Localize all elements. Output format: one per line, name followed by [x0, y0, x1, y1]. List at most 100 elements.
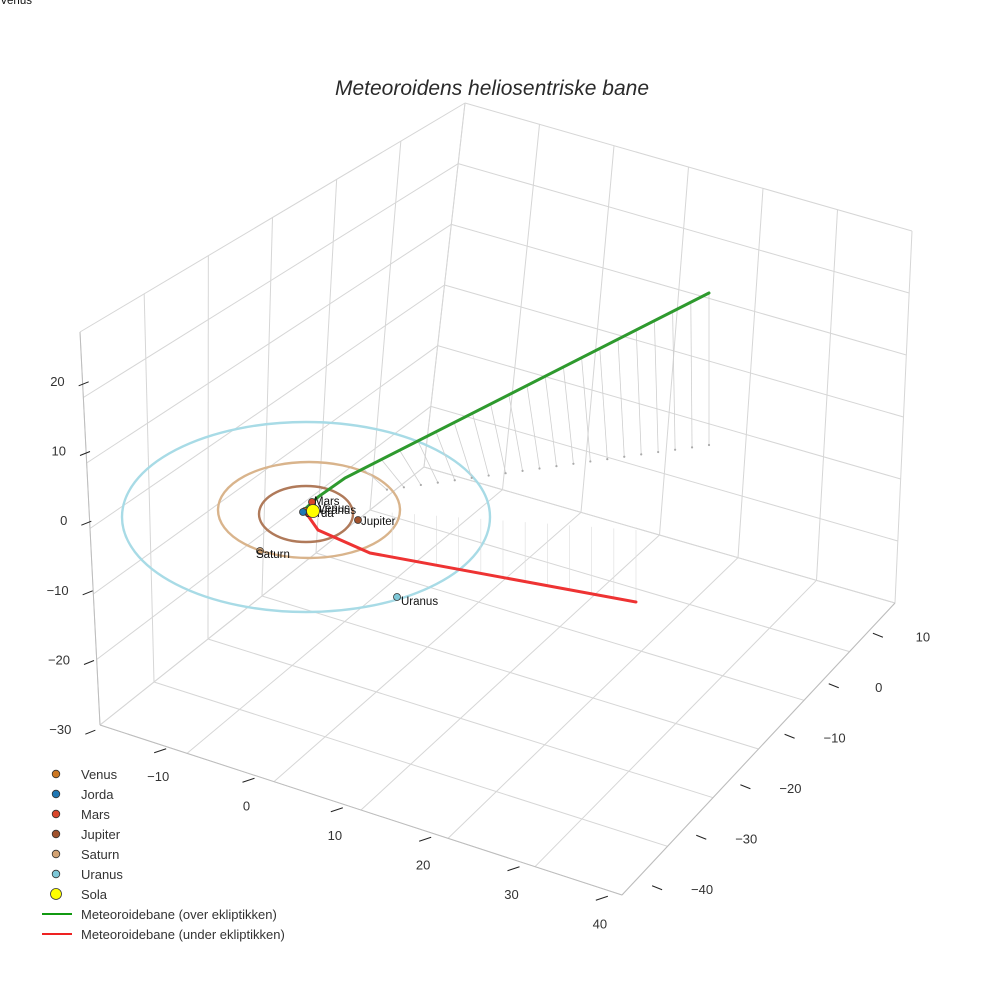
wall-grid-line	[451, 223, 907, 356]
wall-grid-line	[86, 223, 452, 464]
x-tick-label: 40	[593, 916, 607, 931]
orbit-layer	[120, 420, 492, 614]
z-axis-line	[79, 331, 101, 726]
projection-point	[572, 462, 575, 465]
z-tick-mark	[85, 729, 96, 735]
y-tick-mark	[784, 733, 795, 739]
planet-saturn-label: Saturn	[256, 549, 290, 561]
wall-grid-line	[458, 163, 910, 294]
x-tick-mark	[330, 807, 343, 813]
floor-grid-line	[261, 595, 759, 750]
x-tick-mark	[419, 836, 432, 842]
legend-label: Sola	[81, 887, 108, 902]
legend-label: Jupiter	[81, 827, 121, 842]
drop-line	[453, 422, 473, 479]
wall-grid-line	[369, 141, 402, 511]
planet-saturn-marker	[256, 547, 264, 555]
x-tick-mark	[154, 748, 167, 754]
wall-grid-line	[464, 102, 913, 232]
drop-line	[381, 459, 405, 488]
projection-point	[657, 450, 660, 454]
y-tick-mark	[872, 632, 884, 638]
legend-marker-swatch	[51, 869, 61, 879]
y-tick-label: 10	[916, 629, 930, 644]
y-tick-mark	[696, 834, 707, 840]
z-tick-label: −20	[48, 653, 70, 668]
tick-labels: −10 0 10 20 30 40 −40 −30 −20 −10 0 10 20 10 0 −10 −20 −3…	[47, 374, 931, 931]
z-tick-label: 20	[50, 374, 64, 389]
drop-line	[654, 320, 659, 453]
legend-marker-swatch	[51, 789, 61, 799]
drop-line	[563, 366, 574, 464]
legend-item[interactable]: Meteoroidebane (over ekliptikken)	[42, 907, 277, 922]
drop-lines	[362, 293, 711, 602]
legend-item[interactable]: Mars	[51, 807, 110, 822]
floor-grid-line	[369, 509, 850, 653]
wall-grid-line	[89, 284, 445, 529]
planet-sola-marker	[306, 504, 320, 518]
y-tick-mark	[828, 683, 839, 689]
wall-grid-line	[79, 102, 466, 333]
planet-mars-label: Mars	[314, 496, 340, 508]
grid-layer	[79, 102, 913, 896]
legend-item[interactable]: Jorda	[51, 787, 114, 802]
orbit-saturn	[216, 460, 402, 560]
planet-label-overlap: Uranus	[319, 505, 356, 517]
drop-line	[617, 339, 625, 457]
drop-line	[581, 357, 591, 462]
x-axis-line	[99, 724, 623, 896]
projection-point	[640, 453, 643, 456]
z-tick-mark	[82, 590, 93, 596]
floor-grid-line	[534, 579, 817, 868]
legend[interactable]: Venus Jorda Mars Jupiter Saturn Uranus Sola Met…	[42, 767, 285, 942]
floor-grid-line	[447, 557, 739, 839]
trajectory-above-ecliptic	[302, 291, 711, 512]
floor-grid-line	[315, 552, 805, 701]
x-tick-label: 20	[416, 857, 430, 872]
drop-line	[526, 385, 540, 469]
legend-item[interactable]: Jupiter	[51, 827, 121, 842]
y-tick-mark	[740, 784, 751, 790]
projection-point	[690, 446, 694, 449]
legend-marker-swatch	[51, 849, 61, 859]
trajectory-below-ecliptic	[302, 508, 638, 604]
projection-point	[385, 488, 389, 491]
y-tick-label: −10	[824, 730, 846, 745]
legend-label: Jorda	[81, 787, 114, 802]
y-tick-label: 0	[875, 680, 882, 695]
y-axis-line	[621, 602, 896, 896]
projection-point	[707, 443, 711, 447]
y-tick-label: −20	[779, 781, 801, 796]
planet-jupiter-label: Jupiter	[361, 516, 396, 528]
drop-line	[690, 302, 693, 448]
planet-jupiter-marker	[354, 516, 362, 524]
legend-item[interactable]: Saturn	[51, 847, 119, 862]
y-tick-mark	[651, 885, 663, 891]
drop-line	[472, 413, 490, 476]
wall-grid-line	[737, 188, 764, 558]
drop-line	[544, 376, 557, 467]
legend-item[interactable]: Uranus	[51, 867, 123, 882]
legend-label: Saturn	[81, 847, 119, 862]
legend-marker-swatch	[51, 769, 61, 779]
z-tick-label: −30	[49, 722, 71, 737]
chart-title: Meteoroidens heliosentriske bane	[335, 77, 649, 100]
legend-item[interactable]: Meteoroidebane (under ekliptikken)	[42, 927, 285, 942]
planet-uranus-marker	[393, 593, 401, 601]
drop-line	[672, 311, 676, 450]
projection-point	[436, 481, 439, 484]
projection-point	[555, 465, 558, 468]
legend-label: Meteoroidebane (under ekliptikken)	[81, 927, 285, 942]
planet-venus-label: Venus	[0, 0, 32, 7]
planet-layer: VenusJordaMarsJupiterSaturnUranusVenusUr…	[0, 0, 438, 608]
axes-layer	[79, 331, 896, 896]
legend-item[interactable]: Venus	[51, 767, 118, 782]
projection-point	[521, 469, 524, 472]
legend-label: Meteoroidebane (over ekliptikken)	[81, 907, 277, 922]
orbit-jupiter	[257, 484, 355, 544]
projection-point	[470, 476, 473, 479]
z-tick-label: 0	[60, 513, 67, 528]
legend-item[interactable]: Sola	[50, 887, 108, 902]
x-tick-mark	[507, 866, 520, 872]
